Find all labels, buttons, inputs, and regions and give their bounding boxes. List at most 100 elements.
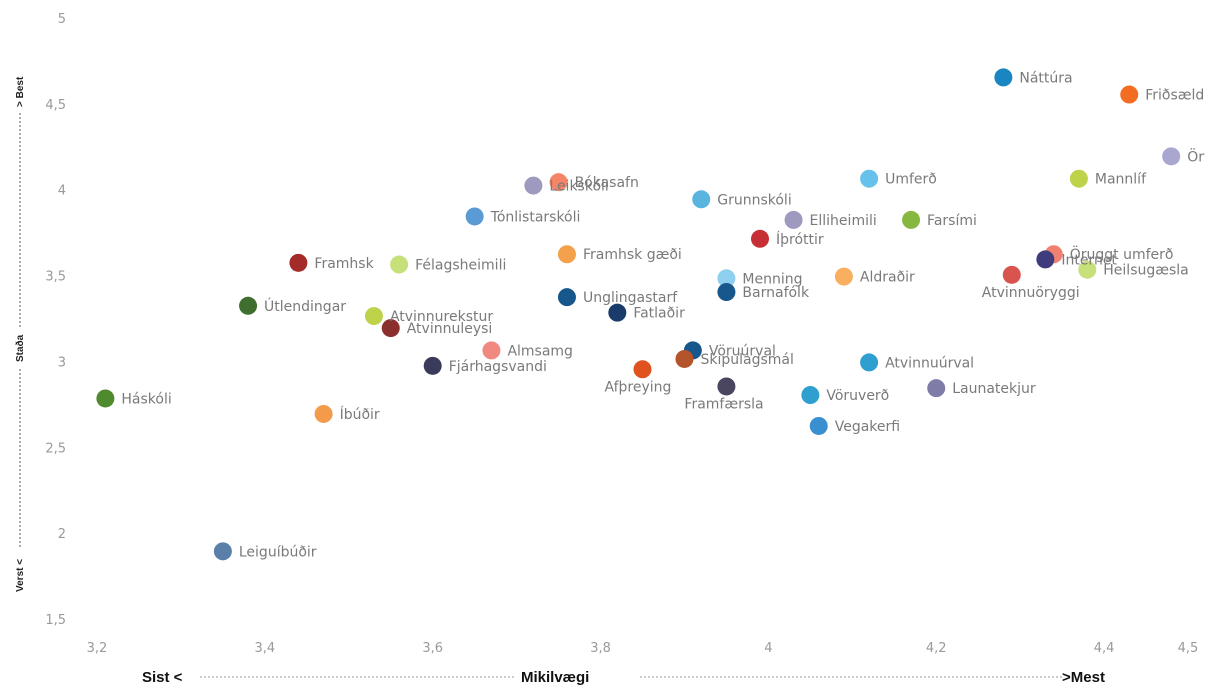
point-label: Umferð <box>885 172 937 188</box>
point-label: Vöruverð <box>826 388 889 404</box>
scatter-point <box>390 255 409 274</box>
scatter-point <box>549 173 568 192</box>
scatter-point <box>524 176 543 195</box>
point-label: Fatlaðir <box>633 306 685 322</box>
point-label: Grunnskóli <box>717 192 791 208</box>
point-label: Mannlíf <box>1095 172 1147 188</box>
x-axis-caption: Sist < Mikilvægi >Mest <box>142 669 1105 685</box>
point-label: Útlendingar <box>264 297 346 315</box>
scatter-point <box>717 377 736 396</box>
x-tick-label: 3,4 <box>255 641 276 656</box>
scatter-point <box>1162 147 1181 166</box>
scatter-point <box>1078 260 1097 279</box>
point-label: Atvinnurekstur <box>390 309 493 325</box>
scatter-point <box>557 288 576 307</box>
point-label: Barnafólk <box>742 285 810 301</box>
point-label: Afþreying <box>605 379 672 395</box>
scatter-point <box>633 360 652 379</box>
y-tick-label: 2 <box>58 527 66 542</box>
scatter-point <box>860 169 879 188</box>
point-label: Bókasafn <box>575 175 639 191</box>
scatter-point <box>902 210 921 229</box>
y-tick-label: 4,5 <box>45 98 66 113</box>
scatter-point <box>96 389 115 408</box>
x-tick-label: 3,2 <box>87 641 108 656</box>
point-label: Atvinnuleysi <box>407 321 493 337</box>
y-tick-labels: 1,5 2 2,5 3 3,5 4 4,5 5 <box>45 12 66 628</box>
point-label: Náttúra <box>1019 70 1072 86</box>
point-label: Atvinnuúrval <box>885 355 974 371</box>
point-label: Framfærsla <box>684 396 763 412</box>
scatter-point <box>1036 250 1055 269</box>
scatter-point <box>465 207 484 226</box>
x-axis-right-label: >Mest <box>1062 669 1105 685</box>
point-label: Launatekjur <box>952 381 1036 397</box>
point-label: Internet <box>1061 252 1117 268</box>
point-label: Íbúðir <box>340 406 380 423</box>
y-tick-label: 4 <box>58 184 66 199</box>
y-axis-top-label: > Best <box>15 76 26 107</box>
scatter-point <box>750 229 769 248</box>
point-label: Elliheimili <box>810 213 877 229</box>
data-point-labels: Náttúra Friðsæld Öryggi Mannlíf Umferð Bókasa… <box>121 70 1205 560</box>
scatter-point <box>809 416 828 435</box>
x-tick-label: 4 <box>764 641 772 656</box>
point-label: Tónlistarskóli <box>490 209 581 225</box>
scatter-point <box>834 267 853 286</box>
scatter-point <box>364 307 383 326</box>
x-tick-label: 4,5 <box>1178 641 1199 656</box>
x-tick-label: 4,2 <box>926 641 947 656</box>
y-axis-caption: Verst < Staða > Best <box>14 76 26 592</box>
scatter-point <box>717 283 736 302</box>
scatter-point <box>289 253 308 272</box>
point-label: Framhsk gæði <box>583 247 682 263</box>
x-tick-label: 3,6 <box>422 641 443 656</box>
scatter-point <box>675 349 694 368</box>
point-label: Heilsugæsla <box>1103 263 1188 279</box>
scatter-point <box>717 269 736 288</box>
point-label: Leikskóli <box>549 179 608 195</box>
scatter-point <box>784 210 803 229</box>
point-label: Leiguíbúðir <box>239 544 317 560</box>
point-label: Friðsæld <box>1145 88 1204 104</box>
y-tick-label: 3,5 <box>45 270 66 285</box>
point-label: Öruggt umferð <box>1070 245 1174 263</box>
x-tick-label: 4,4 <box>1094 641 1115 656</box>
point-label: Farsími <box>927 213 977 229</box>
scatter-point <box>239 296 258 315</box>
point-label: Íþróttir <box>776 231 824 248</box>
point-label: Atvinnuöryggi <box>982 285 1080 301</box>
scatter-point <box>692 190 711 209</box>
y-tick-label: 5 <box>58 12 66 27</box>
y-tick-label: 1,5 <box>45 613 66 628</box>
scatter-point <box>927 379 946 398</box>
x-tick-label: 3,8 <box>590 641 611 656</box>
scatter-point <box>994 68 1013 87</box>
scatter-point <box>557 245 576 264</box>
x-tick-labels: 3,2 3,4 3,6 3,8 4 4,2 4,4 4,5 <box>87 641 1199 656</box>
point-label: Vöruúrval <box>709 343 776 359</box>
x-axis-left-label: Sist < <box>142 669 183 685</box>
scatter-point <box>423 356 442 375</box>
point-label: Menning <box>742 271 802 287</box>
point-label: Háskóli <box>121 391 171 407</box>
scatter-point <box>1069 169 1088 188</box>
point-label: Fjárhagsvandi <box>449 359 547 375</box>
point-label: Aldraðir <box>860 270 915 286</box>
point-label: Félagsheimili <box>415 258 506 274</box>
point-label: Öryggi <box>1187 147 1205 165</box>
data-points <box>96 68 1181 561</box>
scatter-point <box>801 386 820 405</box>
point-label: Skipulagsmál <box>700 352 793 368</box>
point-label: Framhsk <box>314 256 374 272</box>
scatter-point <box>482 341 501 360</box>
scatter-point <box>1120 85 1139 104</box>
x-axis-center-label: Mikilvægi <box>521 669 589 685</box>
scatter-point <box>608 303 627 322</box>
point-label: Vegakerfi <box>835 419 900 435</box>
scatter-point <box>381 319 400 338</box>
point-label: Unglingastarf <box>583 290 678 306</box>
y-tick-label: 2,5 <box>45 441 66 456</box>
scatter-point <box>1002 265 1021 284</box>
